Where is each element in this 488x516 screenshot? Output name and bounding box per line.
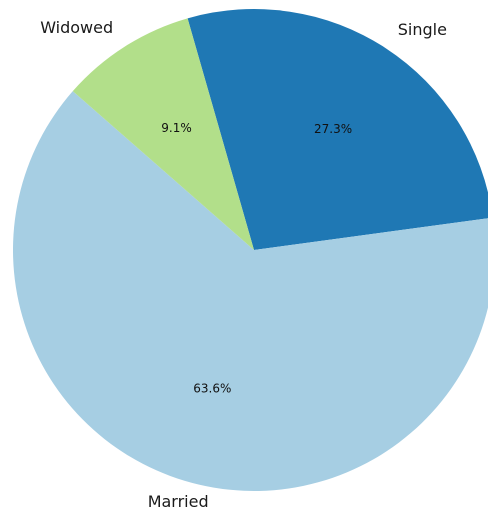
pie-label-single: Single — [398, 20, 447, 39]
pie-label-widowed: Widowed — [40, 18, 113, 37]
pie-percent-married: 63.6% — [193, 381, 231, 395]
pie-slices — [13, 9, 488, 491]
pie-slice-single — [187, 9, 488, 250]
pie-slice-married — [13, 91, 488, 491]
pie-percent-widowed: 9.1% — [161, 121, 192, 135]
pie-label-married: Married — [148, 492, 209, 511]
pie-percent-single: 27.3% — [314, 122, 352, 136]
pie-slice-widowed — [72, 18, 255, 250]
pie-labels: 27.3% Single 63.6% Married 9.1% Widowed — [40, 18, 447, 511]
